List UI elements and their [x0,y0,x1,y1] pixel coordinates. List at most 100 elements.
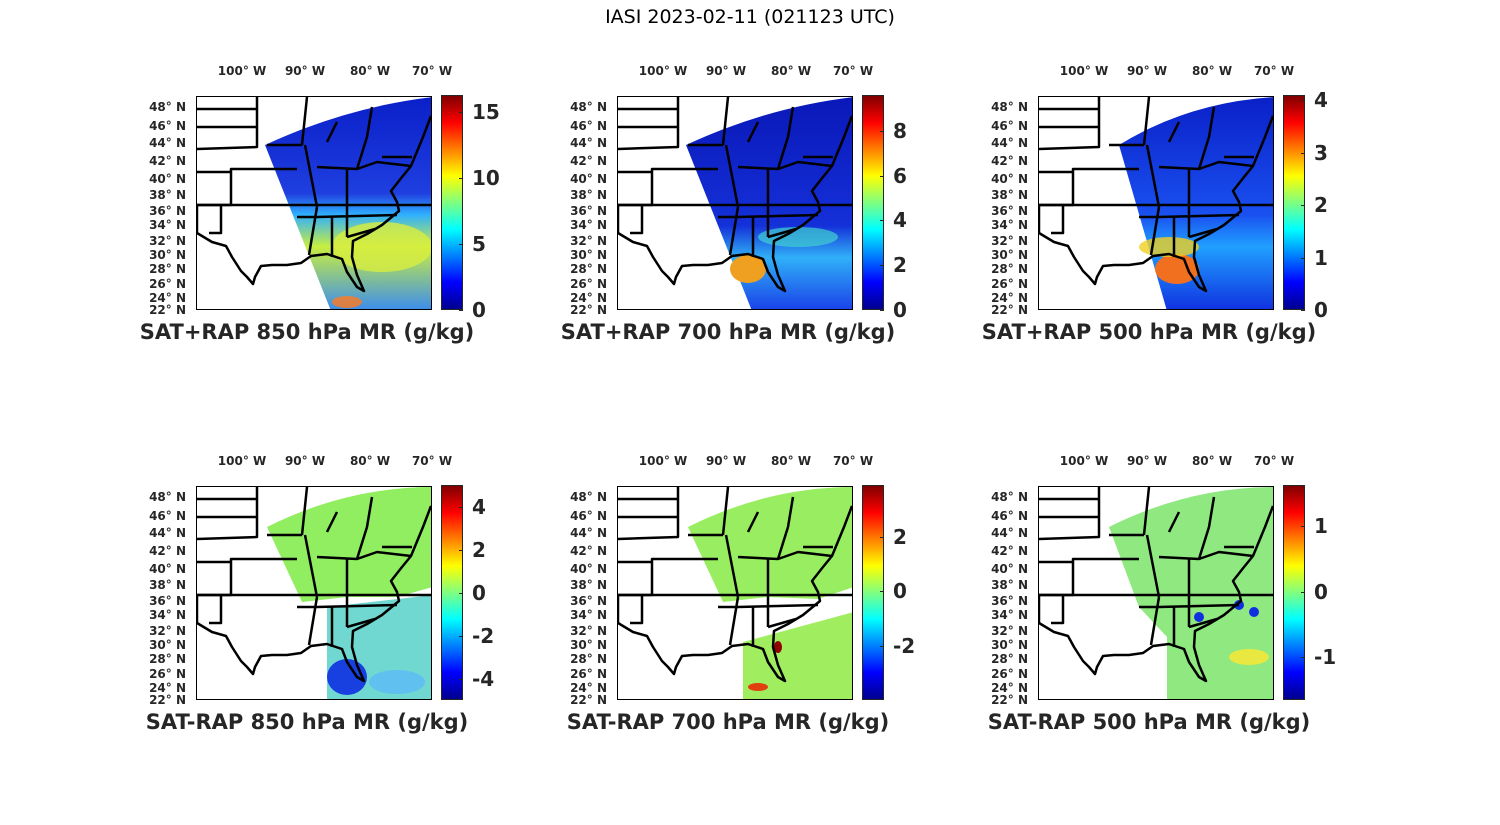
colorbar-tick-label: 0 [1314,579,1328,604]
lat-tick-label: 40° N [149,562,186,576]
panel-title: SAT+RAP 850 hPa MR (g/kg) [139,320,475,344]
map-axes [196,96,432,310]
lat-tick-label: 36° N [991,594,1028,608]
lon-tick-label: 80° W [770,454,812,468]
lon-tick-label: 90° W [705,64,747,78]
panel-title: SAT+RAP 500 hPa MR (g/kg) [981,320,1317,344]
lat-tick-label: 26° N [149,277,186,291]
lon-tick-label: 70° W [411,454,453,468]
colorbar-tick-mark [880,175,884,177]
data-swath [1109,487,1273,699]
lat-tick-label: 24° N [570,291,607,305]
lat-tick-label: 42° N [570,154,607,168]
lat-tick-label: 28° N [991,652,1028,666]
lat-tick-label: 22° N [991,303,1028,317]
colorbar-tick-mark [459,549,463,551]
colorbar-tick-label: 0 [893,579,907,604]
lat-tick-label: 34° N [991,608,1028,622]
lat-tick-label: 46° N [570,509,607,523]
lat-tick-label: 40° N [570,172,607,186]
lat-tick-label: 24° N [149,291,186,305]
map-axes [1038,486,1274,700]
lat-tick-label: 36° N [149,204,186,218]
lat-tick-label: 32° N [991,624,1028,638]
lat-tick-label: 42° N [149,154,186,168]
colorbar-tick-label: 5 [472,232,486,257]
lat-tick-label: 28° N [570,652,607,666]
lon-tick-label: 100° W [1059,454,1109,468]
colorbar-tick-mark [459,635,463,637]
panel-title: SAT-RAP 500 hPa MR (g/kg) [987,710,1311,734]
colorbar-tick-mark [880,130,884,132]
colorbar-tick-mark [459,244,463,246]
lat-tick-label: 48° N [991,490,1028,504]
lat-tick-label: 22° N [149,303,186,317]
state-outlines [197,97,431,293]
colorbar-tick-mark [1301,310,1305,311]
lat-tick-label: 38° N [991,188,1028,202]
lat-tick-label: 24° N [991,681,1028,695]
lon-tick-label: 90° W [284,64,326,78]
lat-tick-label: 44° N [991,526,1028,540]
map-axes [1038,96,1274,310]
lat-tick-label: 44° N [149,136,186,150]
lon-tick-label: 80° W [1191,454,1233,468]
data-swath [1119,97,1273,309]
colorbar-tick-label: -2 [472,623,495,648]
colorbar-tick-mark [459,592,463,594]
map-plot [618,487,852,699]
lat-tick-label: 26° N [991,277,1028,291]
state-outlines [1039,487,1273,683]
lat-tick-label: 38° N [991,578,1028,592]
lat-tick-label: 32° N [149,624,186,638]
data-swath [686,97,852,309]
lat-tick-label: 48° N [570,490,607,504]
colorbar-tick-label: 0 [472,298,486,322]
lat-tick-label: 48° N [991,100,1028,114]
colorbar-tick-mark [880,536,884,538]
lat-tick-label: 24° N [991,291,1028,305]
lat-tick-label: 22° N [570,693,607,707]
colorbar [1283,95,1305,310]
colorbar-tick-label: 2 [893,253,907,278]
lat-tick-label: 46° N [991,119,1028,133]
lat-tick-label: 24° N [570,681,607,695]
lat-tick-label: 32° N [149,234,186,248]
colorbar-tick-mark [1301,205,1305,207]
data-swath [265,97,431,309]
lon-tick-label: 80° W [770,64,812,78]
colorbar-tick-mark [880,310,884,311]
lat-tick-label: 34° N [149,608,186,622]
lat-tick-label: 28° N [991,262,1028,276]
lon-tick-label: 90° W [1126,64,1168,78]
colorbar-tick-label: 4 [893,208,907,233]
figure-title: IASI 2023-02-11 (021123 UTC) [605,6,895,28]
lon-tick-label: 100° W [638,64,688,78]
lon-tick-label: 70° W [1253,64,1295,78]
lat-tick-label: 26° N [570,667,607,681]
colorbar [862,485,884,700]
colorbar-tick-label: 8 [893,118,907,143]
lat-tick-label: 30° N [149,248,186,262]
colorbar-tick-label: 1 [1314,245,1328,270]
lon-tick-label: 100° W [638,454,688,468]
colorbar-tick-label: 0 [1314,298,1328,322]
lat-tick-label: 22° N [991,693,1028,707]
colorbar-tick-mark [1301,657,1305,659]
lon-tick-label: 80° W [1191,64,1233,78]
lat-tick-label: 42° N [570,544,607,558]
lat-tick-label: 48° N [149,490,186,504]
colorbar-tick-mark [1301,526,1305,528]
colorbar-tick-label: 15 [472,100,500,125]
colorbar-tick-label: 10 [472,166,500,191]
data-swath [688,487,852,699]
colorbar-tick-mark [1301,100,1305,102]
colorbar-tick-label: 2 [893,524,907,549]
map-plot [1039,487,1273,699]
lat-tick-label: 28° N [570,262,607,276]
lat-tick-label: 36° N [991,204,1028,218]
colorbar-tick-label: 0 [472,580,486,605]
lat-tick-label: 44° N [149,526,186,540]
colorbar-tick-mark [1301,591,1305,593]
lat-tick-label: 44° N [570,136,607,150]
